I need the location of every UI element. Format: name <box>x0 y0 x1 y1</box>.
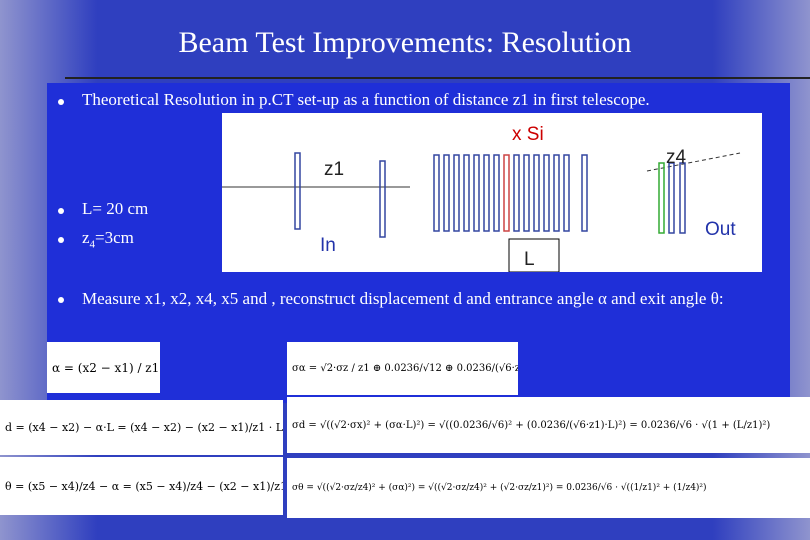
label: Out <box>705 219 736 240</box>
diagram-graphic: x Si z1 z4 In Out L <box>222 124 741 273</box>
bullet-text: L= 20 cm <box>82 199 149 218</box>
equation: σα = √2·σz / z1 ⊕ 0.0236/√12 ⊕ 0.0236/(√… <box>287 342 518 395</box>
bullet-dot <box>58 237 64 243</box>
symbol: z <box>82 228 90 247</box>
label: In <box>320 235 336 256</box>
bullet-text: Theoretical Resolution in p.CT set-up as… <box>82 90 650 109</box>
text: =3cm <box>95 228 134 247</box>
plane <box>658 162 665 234</box>
bullet-dot <box>58 297 64 303</box>
plane <box>679 162 686 234</box>
equation: θ = (x5 − x4)/z4 − α = (x5 − x4)/z4 − (x… <box>0 457 283 515</box>
beam-line <box>646 152 741 172</box>
label: x Si <box>512 124 544 145</box>
equation: α = (x2 − x1) / z1 <box>47 342 160 393</box>
bullet-text: z4=3cm <box>82 228 134 250</box>
equation: σθ = √((√2·σz/z4)² + (σα)²) = √((√2·σz/z… <box>287 458 810 518</box>
plane <box>503 154 510 232</box>
title-rule <box>65 77 810 79</box>
label: z4 <box>666 147 687 168</box>
label: z1 <box>324 159 344 180</box>
bullet-dot <box>58 99 64 105</box>
bullet-text: Measure x1, x2, x4, x5 and , reconstruct… <box>82 289 724 308</box>
equation: d = (x4 − x2) − α·L = (x4 − x2) − (x2 − … <box>0 400 283 455</box>
slide-title: Beam Test Improvements: Resolution <box>178 26 632 59</box>
equation: σd = √((√2·σx)² + (σα·L)²) = √((0.0236/√… <box>287 397 810 453</box>
label: L <box>524 249 535 270</box>
planes <box>294 152 588 238</box>
bullet-dot <box>58 208 64 214</box>
plane <box>668 162 675 234</box>
setup-diagram: x Si z1 z4 In Out L <box>222 113 762 273</box>
subscript: 4 <box>89 238 96 251</box>
